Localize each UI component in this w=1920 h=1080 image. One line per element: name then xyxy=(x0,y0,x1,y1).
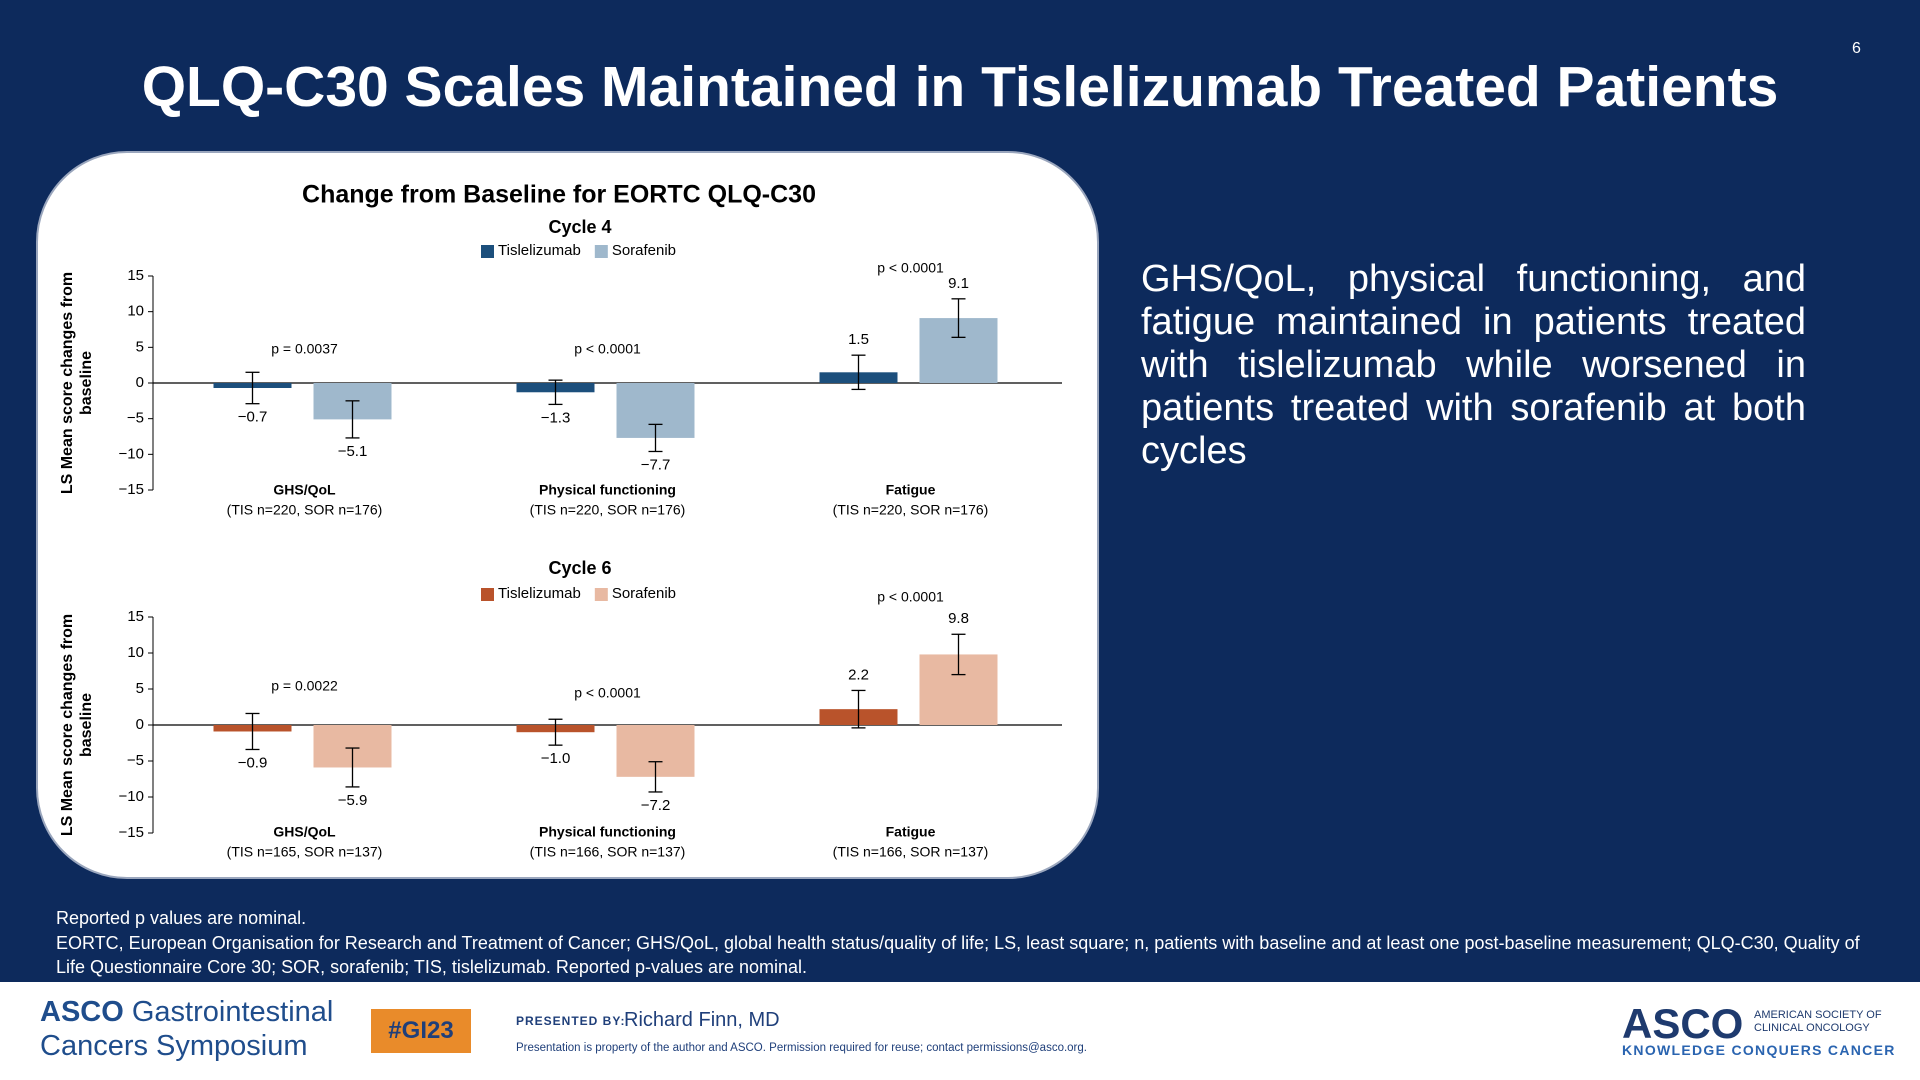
y-tick-label: 15 xyxy=(127,608,144,625)
legend-label: Sorafenib xyxy=(612,242,676,259)
category-note: (TIS n=166, SOR n=137) xyxy=(530,844,686,860)
y-tick-label: −5 xyxy=(127,410,144,427)
category-label: Fatigue xyxy=(886,482,936,498)
symposium-logo: ASCO Gastrointestinal xyxy=(40,996,333,1029)
p-value: p < 0.0001 xyxy=(574,685,641,701)
category-label: Physical functioning xyxy=(539,482,676,498)
slide-title: QLQ-C30 Scales Maintained in Tislelizuma… xyxy=(141,55,1779,119)
footnote: EORTC, European Organisation for Researc… xyxy=(56,932,1860,978)
value-label: −7.2 xyxy=(641,797,671,814)
value-label: 9.8 xyxy=(948,610,969,627)
page-number: 6 xyxy=(1852,40,1861,57)
value-label: 2.2 xyxy=(848,666,869,683)
summary-text: GHS/QoL, physical functioning, and fatig… xyxy=(1141,258,1806,472)
value-label: −5.9 xyxy=(338,792,368,809)
logo-text: Gastrointestinal xyxy=(131,996,334,1028)
y-tick-label: −15 xyxy=(119,824,144,841)
presented-by-label: PRESENTED BY: xyxy=(516,1014,626,1028)
category-note: (TIS n=165, SOR n=137) xyxy=(227,844,383,860)
panel-title: Change from Baseline for EORTC QLQ-C30 xyxy=(302,181,816,209)
category-label: GHS/QoL xyxy=(273,824,336,840)
value-label: −1.3 xyxy=(541,409,571,426)
y-tick-label: 10 xyxy=(127,303,144,320)
footnotes: Reported p values are nominal. EORTC, Eu… xyxy=(56,906,1876,980)
category-label: Fatigue xyxy=(886,824,936,840)
category-note: (TIS n=220, SOR n=176) xyxy=(227,502,383,518)
notice: Presentation is property of the author a… xyxy=(516,1042,1087,1054)
footer: ASCO Gastrointestinal Cancers Symposium … xyxy=(0,982,1920,1080)
p-value: p = 0.0037 xyxy=(271,341,338,357)
legend-swatch xyxy=(481,588,494,601)
value-label: −1.0 xyxy=(541,750,571,767)
chart-title: Cycle 4 xyxy=(548,217,611,237)
y-tick-label: 0 xyxy=(136,716,144,733)
y-tick-label: 5 xyxy=(136,680,144,697)
value-label: −0.9 xyxy=(238,754,268,771)
asco-org: AMERICAN SOCIETY OF CLINICAL ONCOLOGY xyxy=(1754,1009,1882,1035)
value-label: 1.5 xyxy=(848,331,869,348)
category-note: (TIS n=220, SOR n=176) xyxy=(833,502,989,518)
category-label: Physical functioning xyxy=(539,824,676,840)
y-tick-label: −5 xyxy=(127,752,144,769)
p-value: p < 0.0001 xyxy=(877,260,944,276)
legend-label: Sorafenib xyxy=(612,585,676,602)
hashtag: #GI23 xyxy=(371,1009,471,1053)
y-tick-label: 10 xyxy=(127,644,144,661)
y-tick-label: 0 xyxy=(136,374,144,391)
panel-background xyxy=(36,151,1099,879)
legend-swatch xyxy=(481,245,494,258)
category-label: GHS/QoL xyxy=(273,482,336,498)
category-note: (TIS n=166, SOR n=137) xyxy=(833,844,989,860)
legend-swatch xyxy=(594,245,608,258)
symposium-logo-line: Cancers Symposium xyxy=(40,1030,308,1062)
y-tick-label: 15 xyxy=(127,267,144,284)
y-axis-label: LS Mean score changes from baseline xyxy=(59,613,95,837)
y-tick-label: −15 xyxy=(119,481,144,498)
legend-label: Tislelizumab xyxy=(498,242,581,259)
value-label: −7.7 xyxy=(641,456,671,473)
y-axis-label: LS Mean score changes from baseline xyxy=(59,271,95,495)
footnote: Reported p values are nominal. xyxy=(56,908,307,928)
legend-swatch xyxy=(594,588,608,601)
asco-logo: ASCO xyxy=(1622,1000,1744,1047)
y-tick-label: 5 xyxy=(136,338,144,355)
presenter: Richard Finn, MD xyxy=(624,1009,780,1031)
value-label: 9.1 xyxy=(948,275,969,292)
logo-asco: ASCO xyxy=(40,996,124,1028)
legend-label: Tislelizumab xyxy=(498,585,581,602)
category-note: (TIS n=220, SOR n=176) xyxy=(530,502,686,518)
value-label: −0.7 xyxy=(238,409,268,426)
p-value: p = 0.0022 xyxy=(271,678,338,694)
p-value: p < 0.0001 xyxy=(877,589,944,605)
y-tick-label: −10 xyxy=(119,445,144,462)
asco-tagline: KNOWLEDGE CONQUERS CANCER xyxy=(1622,1042,1896,1058)
p-value: p < 0.0001 xyxy=(574,341,641,357)
chart-title: Cycle 6 xyxy=(548,558,611,578)
y-tick-label: −10 xyxy=(119,788,144,805)
asco-org-line: CLINICAL ONCOLOGY xyxy=(1754,1022,1870,1034)
asco-org-line: AMERICAN SOCIETY OF xyxy=(1754,1009,1882,1021)
value-label: −5.1 xyxy=(338,443,368,460)
